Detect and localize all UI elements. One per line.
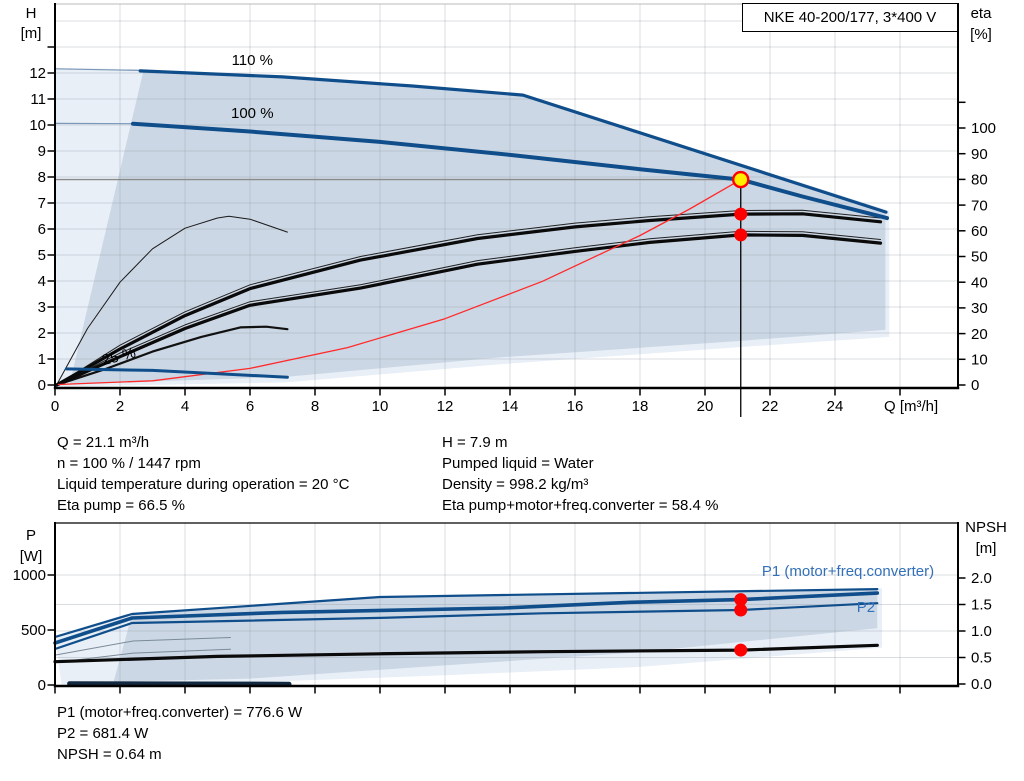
p-25-curve bbox=[67, 681, 292, 687]
y-left-tick-label: 9 bbox=[38, 143, 46, 160]
info-line: NPSH = 0.64 m bbox=[57, 746, 162, 763]
y-right-tick-label: 2.0 bbox=[971, 570, 992, 587]
operating-point[interactable] bbox=[732, 170, 750, 189]
bottom-left-axis-title: P bbox=[25, 527, 36, 544]
y-left-tick-label: 2 bbox=[38, 325, 46, 342]
info-line: Eta pump = 66.5 % bbox=[57, 497, 185, 514]
y-left-tick-label: 5 bbox=[38, 247, 46, 264]
y-left-tick-label: 11 bbox=[30, 91, 46, 108]
top-right-axis-title: eta bbox=[970, 5, 992, 22]
y-left-tick-label: 3 bbox=[38, 299, 46, 316]
p1-max-envelope-curve bbox=[53, 587, 879, 639]
top-left-axis-unit: [m] bbox=[20, 25, 42, 42]
x-tick-label: 22 bbox=[762, 398, 779, 415]
x-tick-label: 24 bbox=[827, 398, 844, 415]
x-tick-label: 10 bbox=[372, 398, 389, 415]
p1-point bbox=[734, 593, 748, 607]
curve-label: 110 % bbox=[232, 52, 273, 69]
operating-data-left: Q = 21.1 m³/h n = 100 % / 1447 rpm Liqui… bbox=[57, 432, 349, 516]
bottom-left-axis-unit: [W] bbox=[19, 548, 43, 565]
x-tick-label: 16 bbox=[567, 398, 584, 415]
y-right-tick-label: 1.5 bbox=[971, 597, 992, 614]
top-left-axis-title: H bbox=[25, 5, 37, 22]
operating-envelope bbox=[69, 70, 886, 385]
y-right-tick-label: 0.5 bbox=[971, 650, 992, 667]
y-right-tick-label: 40 bbox=[971, 274, 988, 291]
y-right-tick-label: 100 bbox=[971, 120, 996, 137]
y-right-tick-label: 10 bbox=[971, 352, 988, 369]
y-right-tick-label: 80 bbox=[971, 172, 988, 189]
speed-curve-100 bbox=[131, 121, 889, 221]
info-line: H = 7.9 m bbox=[442, 434, 508, 451]
y-left-tick-label: 6 bbox=[38, 221, 46, 238]
y-left-tick-label: 1 bbox=[38, 351, 46, 368]
y-left-tick-label: 4 bbox=[38, 273, 46, 290]
x-tick-label: 18 bbox=[632, 398, 649, 415]
curve-label: P1 (motor+freq.converter) bbox=[762, 563, 934, 580]
x-tick-label: 0 bbox=[51, 398, 59, 415]
info-line: Eta pump+motor+freq.converter = 58.4 % bbox=[442, 497, 719, 514]
y-right-tick-label: 30 bbox=[971, 300, 988, 317]
p2-curve bbox=[53, 602, 879, 651]
info-line: Liquid temperature during operation = 20… bbox=[57, 476, 350, 493]
operating-data-right: H = 7.9 m Pumped liquid = Water Density … bbox=[442, 432, 718, 516]
eta-pump-thin bbox=[56, 209, 881, 386]
x-tick-label: 14 bbox=[502, 398, 519, 415]
pump-title-box: NKE 40-200/177, 3*400 V bbox=[742, 3, 958, 32]
y-left-tick-label: 0 bbox=[38, 677, 46, 694]
npsh-point bbox=[734, 643, 748, 657]
eta-total-thin bbox=[56, 230, 881, 386]
info-line: Pumped liquid = Water bbox=[442, 455, 594, 472]
y-right-tick-label: 90 bbox=[971, 146, 988, 163]
y-right-tick-label: 50 bbox=[971, 249, 988, 266]
aux-fan-1 bbox=[54, 637, 231, 656]
speed-curve-25 bbox=[64, 367, 289, 379]
x-tick-label: 4 bbox=[181, 398, 189, 415]
y-left-tick-label: 8 bbox=[38, 169, 46, 186]
y-left-tick-label: 0 bbox=[38, 377, 46, 394]
eta-pump-curve bbox=[54, 212, 883, 387]
x-tick-label: 6 bbox=[246, 398, 254, 415]
x-tick-label: 2 bbox=[116, 398, 124, 415]
y-right-tick-label: 1.0 bbox=[971, 623, 992, 640]
x-tick-label: 12 bbox=[437, 398, 454, 415]
y-right-tick-label: 70 bbox=[971, 197, 988, 214]
y-left-tick-label: 1000 bbox=[13, 567, 46, 584]
info-line: P1 (motor+freq.converter) = 776.6 W bbox=[57, 704, 303, 721]
x-tick-label: 8 bbox=[311, 398, 319, 415]
bottom-right-axis-title: NPSH bbox=[965, 519, 1007, 536]
info-line: Density = 998.2 kg/m³ bbox=[442, 476, 589, 493]
speed-curve-110 bbox=[138, 69, 888, 214]
y-right-tick-label: 20 bbox=[971, 326, 988, 343]
envelope-stub-110 bbox=[54, 68, 141, 72]
y-left-tick-label: 12 bbox=[29, 65, 46, 82]
eta-total-curve bbox=[54, 233, 883, 387]
npsh-curve bbox=[53, 643, 879, 664]
y-left-tick-label: 7 bbox=[38, 195, 46, 212]
info-line: n = 100 % / 1447 rpm bbox=[57, 455, 201, 472]
curve-label: P2 bbox=[857, 599, 875, 616]
power-data: P1 (motor+freq.converter) = 776.6 W P2 =… bbox=[57, 702, 302, 765]
info-line: Q = 21.1 m³/h bbox=[57, 434, 150, 451]
y-left-tick-label: 500 bbox=[21, 622, 46, 639]
x-axis-label: Q [m³/h] bbox=[884, 398, 938, 415]
eta-pump-point bbox=[734, 207, 748, 221]
y-right-tick-label: 0.0 bbox=[971, 676, 992, 693]
eta-arc-thin bbox=[56, 215, 288, 386]
affinity-parabola bbox=[57, 178, 742, 386]
y-right-tick-label: 60 bbox=[971, 223, 988, 240]
x-tick-label: 20 bbox=[697, 398, 714, 415]
y-right-tick-label: 0 bbox=[971, 377, 979, 394]
eta-total-point bbox=[734, 228, 748, 242]
info-line: P2 = 681.4 W bbox=[57, 725, 149, 742]
p2-point bbox=[734, 603, 748, 617]
curve-label: 100 % bbox=[231, 105, 274, 122]
top-right-axis-unit: [%] bbox=[970, 26, 992, 43]
bottom-right-axis-unit: [m] bbox=[975, 540, 997, 557]
y-left-tick-label: 10 bbox=[29, 117, 46, 134]
